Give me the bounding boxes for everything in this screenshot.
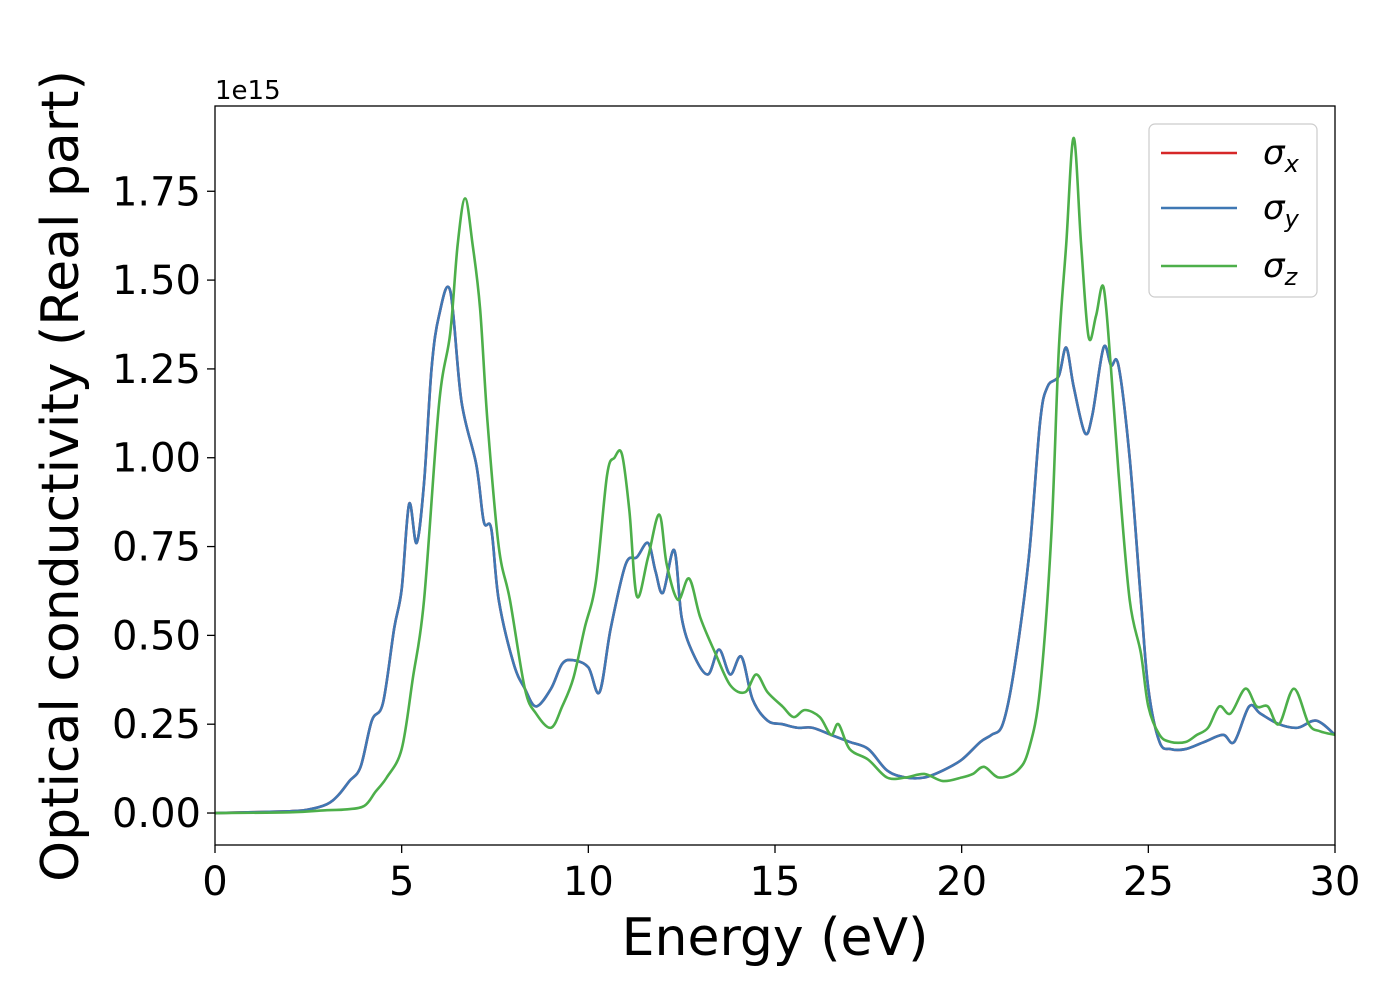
x-axis-label: Energy (eV) xyxy=(622,908,929,968)
legend-symbol: σ xyxy=(1263,188,1286,228)
x-tick-label: 15 xyxy=(750,859,801,905)
legend-subscript: y xyxy=(1284,205,1300,233)
y-axis-ticks: 0.00 0.25 0.50 0.75 1.00 1.25 1.50 1.75 xyxy=(112,169,215,837)
y-axis-label: Optical conductivity (Real part) xyxy=(31,70,91,882)
y-tick-label: 0.75 xyxy=(112,525,201,571)
y-tick-label: 0.00 xyxy=(112,791,201,837)
x-tick-label: 5 xyxy=(389,859,414,905)
y-tick-label: 0.50 xyxy=(112,613,201,659)
series-layer xyxy=(215,136,1335,815)
legend-symbol: σ xyxy=(1263,246,1286,286)
x-tick-label: 0 xyxy=(202,859,227,905)
y-tick-label: 1.75 xyxy=(112,169,201,215)
series-line-y xyxy=(215,285,1335,815)
legend-symbol: σ xyxy=(1263,133,1286,173)
y-tick-label: 0.25 xyxy=(112,702,201,748)
legend-label-y: σy xyxy=(1263,188,1300,233)
y-tick-label: 1.50 xyxy=(112,258,201,304)
x-tick-label: 30 xyxy=(1310,859,1361,905)
y-offset-label: 1e15 xyxy=(215,76,281,106)
y-tick-label: 1.00 xyxy=(112,436,201,482)
legend-label-x: σx xyxy=(1263,133,1300,178)
x-tick-label: 20 xyxy=(936,859,987,905)
x-tick-label: 10 xyxy=(563,859,614,905)
x-axis-ticks: 0 5 10 15 20 25 30 xyxy=(202,845,1360,905)
legend-label-z: σz xyxy=(1263,246,1299,291)
legend-box xyxy=(1148,123,1318,298)
series-line-z xyxy=(215,136,1335,815)
y-tick-label: 1.25 xyxy=(112,347,201,393)
legend-subscript: z xyxy=(1284,263,1299,291)
x-tick-label: 25 xyxy=(1123,859,1174,905)
legend-subscript: x xyxy=(1284,150,1300,178)
